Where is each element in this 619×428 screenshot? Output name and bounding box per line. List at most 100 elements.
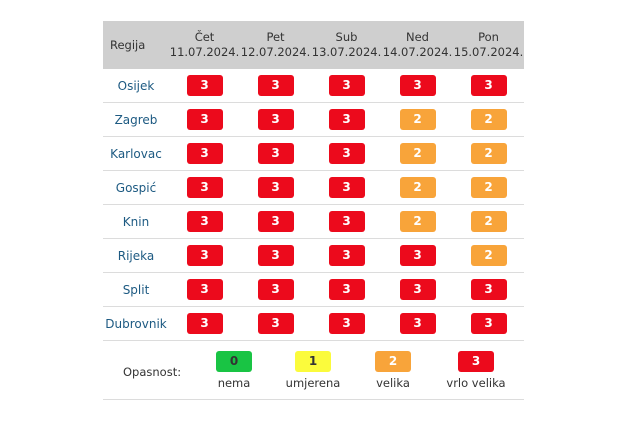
- danger-cell: 2: [382, 136, 453, 171]
- danger-cell: 3: [240, 69, 311, 103]
- danger-level-badge: 2: [399, 109, 436, 130]
- table-row: Zagreb 3 3 3 2 2: [103, 102, 524, 137]
- danger-level-badge: 3: [328, 211, 365, 232]
- table-row: Dubrovnik 3 3 3 3 3: [103, 306, 524, 341]
- legend-label: umjerena: [285, 376, 341, 390]
- danger-cell: 3: [240, 102, 311, 137]
- danger-cell: 3: [169, 238, 240, 273]
- danger-level-badge: 3: [257, 109, 294, 130]
- table-row: Split 3 3 3 3 3: [103, 272, 524, 307]
- danger-level-badge: 3: [328, 109, 365, 130]
- forecast-table: Regija Čet 11.07.2024. Pet 12.07.2024. Sub…: [103, 21, 524, 341]
- danger-cell: 2: [453, 238, 524, 273]
- danger-cell: 3: [311, 136, 382, 171]
- table-row: Osijek 3 3 3 3 3: [103, 69, 524, 103]
- legend-item-very-high: 3 vrlo velika: [436, 351, 516, 390]
- danger-level-badge: 3: [328, 75, 365, 96]
- danger-level-badge: 3: [470, 75, 507, 96]
- danger-cell: 3: [311, 272, 382, 307]
- danger-cell: 3: [453, 69, 524, 103]
- region-link[interactable]: Gospić: [103, 170, 169, 205]
- danger-cell: 3: [240, 204, 311, 239]
- danger-cell: 3: [382, 306, 453, 341]
- danger-cell: 3: [382, 69, 453, 103]
- day-column-header: Čet 11.07.2024.: [169, 21, 240, 69]
- danger-cell: 3: [311, 102, 382, 137]
- danger-cell: 3: [169, 69, 240, 103]
- danger-cell: 2: [382, 204, 453, 239]
- danger-cell: 3: [311, 69, 382, 103]
- region-link[interactable]: Split: [103, 272, 169, 307]
- table-row: Rijeka 3 3 3 3 2: [103, 238, 524, 273]
- danger-level-badge: 3: [186, 109, 223, 130]
- danger-cell: 3: [311, 204, 382, 239]
- danger-level-badge: 3: [186, 279, 223, 300]
- day-column-header: Pet 12.07.2024.: [240, 21, 311, 69]
- danger-level-badge: 3: [257, 177, 294, 198]
- region-link[interactable]: Rijeka: [103, 238, 169, 273]
- danger-cell: 3: [453, 306, 524, 341]
- danger-level-badge: 2: [470, 177, 507, 198]
- danger-level-badge: 3: [470, 279, 507, 300]
- fire-danger-widget: Regija Čet 11.07.2024. Pet 12.07.2024. Sub…: [103, 21, 524, 400]
- table-header-row: Regija Čet 11.07.2024. Pet 12.07.2024. Sub…: [103, 21, 524, 69]
- danger-legend: Opasnost: 0 nema 1 umjerena 2 velika 3 v…: [103, 341, 524, 400]
- legend-label: nema: [217, 376, 251, 390]
- region-link[interactable]: Karlovac: [103, 136, 169, 171]
- day-column-header: Pon 15.07.2024.: [453, 21, 524, 69]
- danger-level-badge: 3: [399, 75, 436, 96]
- danger-level-badge: 3: [257, 279, 294, 300]
- day-name: Pon: [478, 30, 499, 44]
- danger-level-badge: 3: [257, 75, 294, 96]
- danger-level-badge: 3: [328, 245, 365, 266]
- danger-level-badge: 3: [186, 245, 223, 266]
- danger-level-badge: 3: [399, 279, 436, 300]
- region-link[interactable]: Knin: [103, 204, 169, 239]
- legend-label: velika: [376, 376, 410, 390]
- legend-title: Opasnost:: [123, 365, 182, 379]
- day-date: 15.07.2024.: [453, 45, 524, 59]
- danger-cell: 3: [169, 136, 240, 171]
- table-row: Gospić 3 3 3 2 2: [103, 170, 524, 205]
- danger-cell: 2: [382, 170, 453, 205]
- legend-badge-level-0: 0: [216, 351, 252, 372]
- danger-level-badge: 3: [257, 313, 294, 334]
- danger-cell: 3: [169, 272, 240, 307]
- danger-cell: 3: [240, 136, 311, 171]
- region-link[interactable]: Zagreb: [103, 102, 169, 137]
- danger-cell: 3: [240, 238, 311, 273]
- danger-level-badge: 2: [470, 245, 507, 266]
- danger-level-badge: 2: [399, 143, 436, 164]
- danger-level-badge: 3: [328, 279, 365, 300]
- day-name: Pet: [266, 30, 285, 44]
- danger-level-badge: 2: [399, 211, 436, 232]
- danger-cell: 2: [382, 102, 453, 137]
- region-column-header: Regija: [103, 21, 169, 69]
- danger-cell: 3: [453, 272, 524, 307]
- legend-item-moderate: 1 umjerena: [273, 351, 353, 390]
- danger-level-badge: 3: [257, 245, 294, 266]
- danger-level-badge: 3: [186, 313, 223, 334]
- danger-level-badge: 2: [470, 109, 507, 130]
- danger-level-badge: 3: [257, 211, 294, 232]
- danger-level-badge: 3: [186, 75, 223, 96]
- danger-cell: 2: [453, 170, 524, 205]
- danger-cell: 3: [169, 170, 240, 205]
- region-link[interactable]: Dubrovnik: [103, 306, 169, 341]
- danger-level-badge: 3: [470, 313, 507, 334]
- day-name: Ned: [406, 30, 429, 44]
- danger-cell: 2: [453, 102, 524, 137]
- table-body: Osijek 3 3 3 3 3 Zagreb 3 3 3 2 2 Karlovac 3 3 3 2 2 Gospi…: [103, 69, 524, 341]
- danger-level-badge: 3: [399, 313, 436, 334]
- danger-cell: 3: [169, 102, 240, 137]
- day-date: 14.07.2024.: [382, 45, 453, 59]
- danger-cell: 3: [169, 204, 240, 239]
- legend-badge-level-2: 2: [375, 351, 411, 372]
- legend-badge-level-3: 3: [458, 351, 494, 372]
- danger-level-badge: 3: [186, 143, 223, 164]
- day-column-header: Sub 13.07.2024.: [311, 21, 382, 69]
- region-link[interactable]: Osijek: [103, 69, 169, 103]
- danger-cell: 3: [382, 272, 453, 307]
- danger-cell: 3: [311, 306, 382, 341]
- danger-cell: 3: [311, 238, 382, 273]
